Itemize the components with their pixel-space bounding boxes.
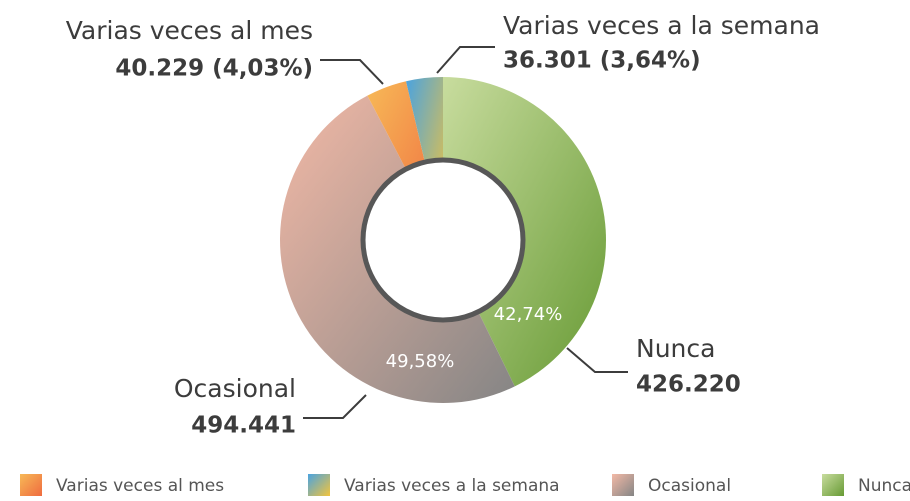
legend: Varias veces al mes Varias veces a la sem… xyxy=(20,474,910,496)
leader-line xyxy=(566,347,628,373)
legend-label: Varias veces al mes xyxy=(56,476,224,496)
slice-label: Varias veces a la semana xyxy=(503,11,820,40)
value-label: 494.441 xyxy=(191,413,296,439)
leader-line xyxy=(436,46,495,74)
legend-label: Varias veces a la semana xyxy=(344,476,560,496)
donut-hole xyxy=(360,157,526,323)
legend-swatch xyxy=(308,474,330,496)
leader-line xyxy=(320,59,384,85)
slice-label: Ocasional xyxy=(174,374,296,403)
percentage-label: 42,74% xyxy=(494,304,563,325)
value-label: 36.301 (3,64%) xyxy=(503,48,701,74)
slice-label: Nunca xyxy=(636,334,715,363)
legend-swatch xyxy=(612,474,634,496)
value-label: 426.220 xyxy=(636,372,741,398)
legend-label: Ocasional xyxy=(648,476,731,496)
legend-label: Nunca xyxy=(858,476,910,496)
leader-line xyxy=(303,394,367,419)
legend-swatch xyxy=(20,474,42,496)
slice-label: Varias veces al mes xyxy=(66,16,313,45)
leader-lines xyxy=(303,46,628,419)
legend-swatch xyxy=(822,474,844,496)
value-label: 40.229 (4,03%) xyxy=(115,56,313,82)
percentage-label: 49,58% xyxy=(386,351,455,372)
